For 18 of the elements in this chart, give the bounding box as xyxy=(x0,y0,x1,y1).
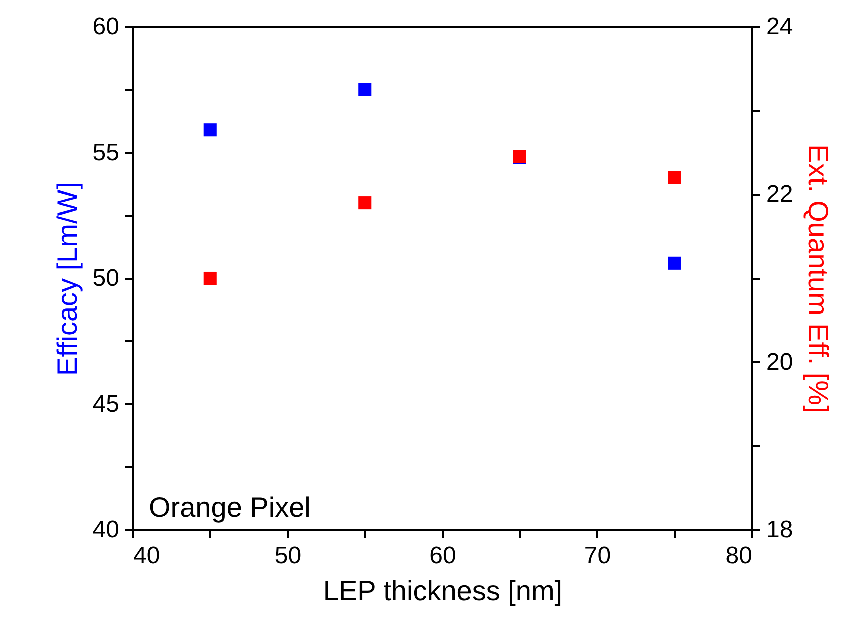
y2-tick-label: 20 xyxy=(766,348,794,376)
x-tick-label: 50 xyxy=(274,542,302,570)
annotation: Orange Pixel xyxy=(149,492,311,523)
x-tick-label: 70 xyxy=(584,542,612,570)
y2-tick-label: 24 xyxy=(766,14,794,40)
x-tick-label: 40 xyxy=(134,542,160,570)
y-tick-label: 45 xyxy=(92,390,120,418)
x-axis-title: LEP thickness [nm] xyxy=(323,576,563,606)
y2-axis-title: Ext. Quantum Eff. [%] xyxy=(803,144,834,414)
y-axis-title: Efficacy [Lm/W] xyxy=(52,182,83,376)
y-tick-label: 55 xyxy=(92,139,120,166)
y-tick-label: 50 xyxy=(92,265,120,292)
y-tick-label: 60 xyxy=(92,14,120,40)
x-tick-label: 80 xyxy=(726,542,752,570)
y-tick-label: 40 xyxy=(92,516,120,544)
y2-tick-label: 18 xyxy=(766,516,794,544)
y2-tick-label: 22 xyxy=(766,181,794,208)
x-tick-label: 60 xyxy=(430,542,456,570)
